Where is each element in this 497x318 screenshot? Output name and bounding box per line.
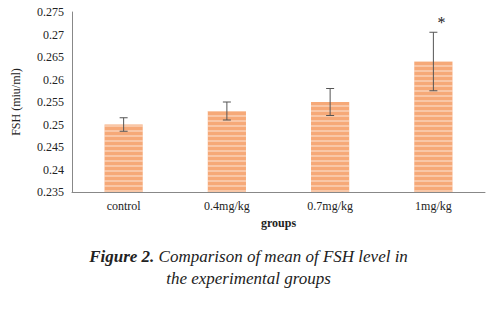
- svg-text:0.245: 0.245: [37, 140, 64, 154]
- svg-text:control: control: [107, 199, 142, 213]
- svg-text:0.7mg/kg: 0.7mg/kg: [307, 199, 353, 213]
- svg-text:*: *: [437, 14, 445, 31]
- svg-text:0.265: 0.265: [37, 50, 64, 64]
- svg-text:1mg/kg: 1mg/kg: [415, 199, 452, 213]
- svg-text:FSH (miu/ml): FSH (miu/ml): [9, 68, 23, 136]
- svg-text:0.255: 0.255: [37, 95, 64, 109]
- svg-text:0.25: 0.25: [43, 118, 64, 132]
- svg-text:0.24: 0.24: [43, 163, 64, 177]
- svg-text:groups: groups: [261, 216, 296, 230]
- svg-text:0.235: 0.235: [37, 185, 64, 199]
- html-text:Figure 2. Comparison of mean o: Figure 2. Comparison of mean of FSH leve…: [89, 247, 408, 288]
- svg-text:0.4mg/kg: 0.4mg/kg: [204, 199, 250, 213]
- svg-text:0.275: 0.275: [37, 5, 64, 19]
- svg-text:0.26: 0.26: [43, 73, 64, 87]
- svg-text:0.27: 0.27: [43, 28, 64, 42]
